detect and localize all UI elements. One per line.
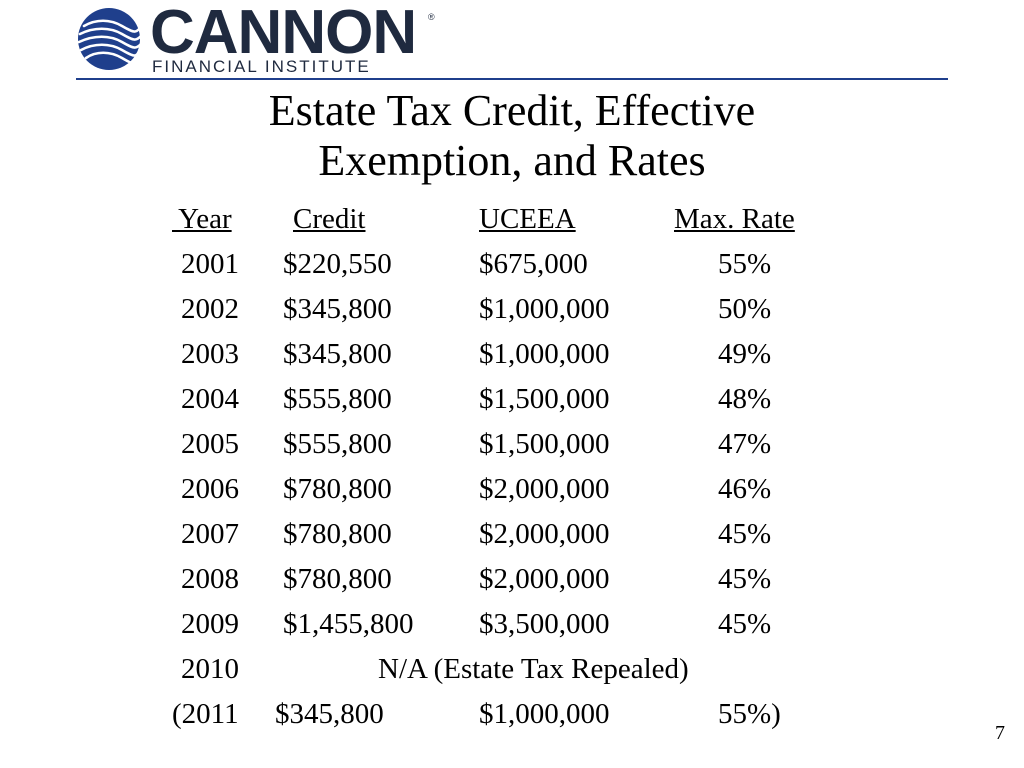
sunset-row-credit: $345,800: [275, 698, 384, 730]
header-year: Year: [172, 203, 232, 235]
table-row-year: 2001: [181, 248, 239, 280]
table-row-uceea: $1,500,000: [479, 383, 610, 415]
table-row-year: 2004: [181, 383, 239, 415]
table-row-uceea: $1,000,000: [479, 338, 610, 370]
table-row-year: 2009: [181, 608, 239, 640]
table-row-rate: 48%: [718, 383, 772, 415]
table-row-uceea: $2,000,000: [479, 518, 610, 550]
header-uceea: UCEEA: [479, 203, 576, 235]
table-row-credit: $555,800: [283, 383, 392, 415]
table-row-year: 2002: [181, 293, 239, 325]
sunset-row-uceea: $1,000,000: [479, 698, 610, 730]
table-row-uceea: $675,000: [479, 248, 588, 280]
table-row-rate: 49%: [718, 338, 772, 370]
table-row-credit: $555,800: [283, 428, 392, 460]
table-row-uceea: $2,000,000: [479, 473, 610, 505]
table-row-rate: 55%: [718, 248, 772, 280]
table-row-year: 2007: [181, 518, 239, 550]
table-row-credit: $780,800: [283, 518, 392, 550]
table-row-uceea: $2,000,000: [479, 563, 610, 595]
header-divider: [76, 78, 948, 80]
header-max-rate: Max. Rate: [674, 203, 795, 235]
table-row-credit: $1,455,800: [283, 608, 414, 640]
registered-mark: ®: [428, 12, 435, 22]
table-row-rate: 50%: [718, 293, 772, 325]
repeal-row-year: 2010: [181, 653, 239, 685]
table-row-year: 2006: [181, 473, 239, 505]
repeal-row-note: N/A (Estate Tax Repealed): [378, 653, 689, 685]
table-row-credit: $220,550: [283, 248, 392, 280]
table-row-credit: $345,800: [283, 338, 392, 370]
page-number: 7: [995, 722, 1005, 744]
table-row-credit: $780,800: [283, 473, 392, 505]
table-row-rate: 45%: [718, 518, 772, 550]
slide-title: Estate Tax Credit, Effective Exemption, …: [0, 86, 1024, 186]
slide-title-line-2: Exemption, and Rates: [318, 136, 706, 185]
sunset-row-year: (2011: [172, 698, 239, 730]
table-row-rate: 46%: [718, 473, 772, 505]
table-row-year: 2005: [181, 428, 239, 460]
table-row-rate: 47%: [718, 428, 772, 460]
table-row-uceea: $1,000,000: [479, 293, 610, 325]
logo-wordmark: CANNON: [150, 0, 417, 67]
table-row-credit: $345,800: [283, 293, 392, 325]
table-row-rate: 45%: [718, 608, 772, 640]
slide-title-line-1: Estate Tax Credit, Effective: [268, 86, 756, 135]
sunset-row-rate: 55%): [718, 698, 781, 730]
table-row-year: 2008: [181, 563, 239, 595]
table-row-rate: 45%: [718, 563, 772, 595]
table-row-uceea: $1,500,000: [479, 428, 610, 460]
table-row-credit: $780,800: [283, 563, 392, 595]
cannon-logo-icon: [77, 8, 142, 70]
table-row-uceea: $3,500,000: [479, 608, 610, 640]
header-credit: Credit: [293, 203, 366, 235]
table-row-year: 2003: [181, 338, 239, 370]
logo-subtitle: FINANCIAL INSTITUTE: [152, 57, 371, 76]
